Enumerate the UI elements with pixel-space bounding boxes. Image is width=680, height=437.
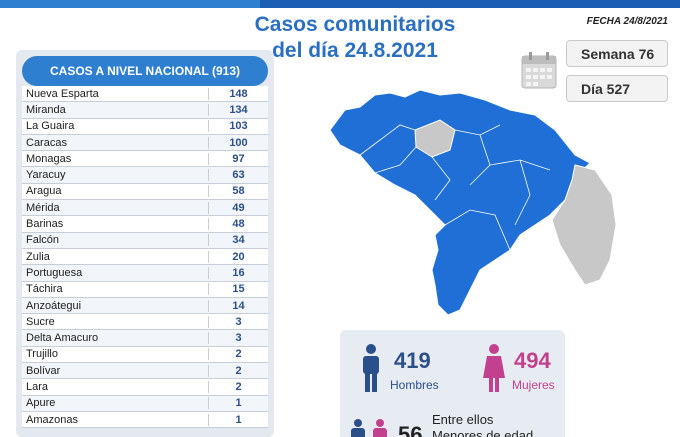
case-count: 14 bbox=[208, 299, 268, 312]
table-row: Monagas 97 bbox=[22, 151, 268, 168]
state-name: La Guaira bbox=[26, 120, 75, 133]
minors-label: Menores de edad bbox=[432, 428, 534, 437]
male-count: 419 bbox=[394, 348, 431, 373]
among-them-label: Entre ellos bbox=[432, 412, 494, 427]
venezuela-map bbox=[329, 89, 617, 316]
table-row: Mérida 49 bbox=[22, 200, 268, 217]
state-name: Táchira bbox=[26, 283, 63, 296]
state-name: Bolívar bbox=[26, 364, 61, 377]
state-name: Falcón bbox=[26, 234, 60, 247]
case-count: 58 bbox=[208, 185, 268, 198]
case-count: 15 bbox=[208, 283, 268, 296]
case-count: 3 bbox=[208, 332, 268, 345]
table-row: Táchira 15 bbox=[22, 281, 268, 298]
top-banner bbox=[0, 0, 680, 8]
state-name: Monagas bbox=[26, 152, 72, 165]
case-count: 48 bbox=[208, 218, 268, 231]
case-count: 34 bbox=[208, 234, 268, 247]
case-count: 1 bbox=[208, 397, 268, 410]
state-name: Mérida bbox=[26, 201, 60, 214]
state-name: Nueva Esparta bbox=[26, 87, 99, 100]
table-row: Barinas 48 bbox=[22, 216, 268, 233]
title-block: Casos comunitarios del día 24.8.2021 bbox=[240, 12, 470, 64]
case-count: 100 bbox=[208, 136, 268, 149]
cases-table: CASOS A NIVEL NACIONAL (913) Nueva Espar… bbox=[16, 50, 274, 437]
female-icon bbox=[483, 344, 505, 392]
case-count: 16 bbox=[208, 266, 268, 279]
state-name: Barinas bbox=[26, 218, 64, 231]
case-count: 20 bbox=[208, 250, 268, 263]
table-row: Apure 1 bbox=[22, 395, 268, 412]
case-count: 3 bbox=[208, 315, 268, 328]
state-name: Sucre bbox=[26, 315, 55, 328]
state-name: Lara bbox=[26, 380, 49, 393]
minors-count: 56 bbox=[398, 422, 423, 437]
page-title: Casos comunitarios bbox=[254, 13, 456, 36]
state-name: Aragua bbox=[26, 185, 62, 198]
table-row: Bolívar 2 bbox=[22, 363, 268, 380]
state-name: Delta Amacuro bbox=[26, 332, 99, 345]
state-name: Zulia bbox=[26, 250, 50, 263]
table-row: Miranda 134 bbox=[22, 102, 268, 119]
case-count: 63 bbox=[208, 169, 268, 182]
table-row: Anzoátegui 14 bbox=[22, 297, 268, 315]
table-rows: Nueva Esparta 148 Miranda 134 La Guaira 103 Ca… bbox=[22, 86, 268, 429]
map-region-blue bbox=[329, 89, 591, 316]
state-name: Apure bbox=[26, 397, 56, 410]
state-name: Trujillo bbox=[26, 348, 58, 361]
table-row: Sucre 3 bbox=[22, 314, 268, 331]
state-name: Anzoátegui bbox=[26, 299, 82, 312]
week-badge: Semana 76 bbox=[566, 40, 668, 67]
table-row: Delta Amacuro 3 bbox=[22, 330, 268, 347]
minors-icon bbox=[351, 419, 387, 437]
state-name: Amazonas bbox=[26, 413, 78, 426]
page-subtitle: del día 24.8.2021 bbox=[272, 39, 438, 62]
calendar-icon bbox=[521, 52, 557, 89]
map-region-gray-east bbox=[551, 164, 617, 286]
case-count: 49 bbox=[208, 201, 268, 214]
table-row: Falcón 34 bbox=[22, 232, 268, 249]
male-icon bbox=[363, 344, 379, 392]
case-count: 148 bbox=[208, 87, 268, 100]
case-count: 97 bbox=[208, 152, 268, 165]
state-name: Miranda bbox=[26, 103, 66, 116]
table-row: Aragua 58 bbox=[22, 183, 268, 201]
state-name: Portuguesa bbox=[26, 266, 83, 279]
table-row: Amazonas 1 bbox=[22, 411, 268, 429]
gender-stats: 419 Hombres 494 Mujeres 56 Entre ellos M… bbox=[340, 330, 565, 437]
table-row: La Guaira 103 bbox=[22, 118, 268, 135]
case-count: 134 bbox=[208, 103, 268, 116]
table-row: Zulia 20 bbox=[22, 248, 268, 266]
state-name: Caracas bbox=[26, 136, 67, 149]
table-row: Trujillo 2 bbox=[22, 346, 268, 364]
table-header: CASOS A NIVEL NACIONAL (913) bbox=[22, 56, 268, 86]
case-count: 2 bbox=[208, 364, 268, 377]
case-count: 2 bbox=[208, 348, 268, 361]
case-count: 103 bbox=[208, 120, 268, 133]
table-row: Caracas 100 bbox=[22, 134, 268, 152]
female-count: 494 bbox=[514, 348, 551, 373]
female-label: Mujeres bbox=[512, 378, 555, 392]
table-row: Yaracuy 63 bbox=[22, 167, 268, 184]
male-label: Hombres bbox=[390, 378, 439, 392]
top-banner-strip bbox=[0, 0, 260, 8]
state-name: Yaracuy bbox=[26, 169, 66, 182]
date-label: FECHA 24/8/2021 bbox=[586, 16, 668, 27]
day-badge: Día 527 bbox=[566, 75, 668, 102]
table-row: Portuguesa 16 bbox=[22, 265, 268, 282]
table-row: Lara 2 bbox=[22, 379, 268, 396]
case-count: 1 bbox=[208, 413, 268, 426]
table-row: Nueva Esparta 148 bbox=[22, 86, 268, 103]
case-count: 2 bbox=[208, 380, 268, 393]
